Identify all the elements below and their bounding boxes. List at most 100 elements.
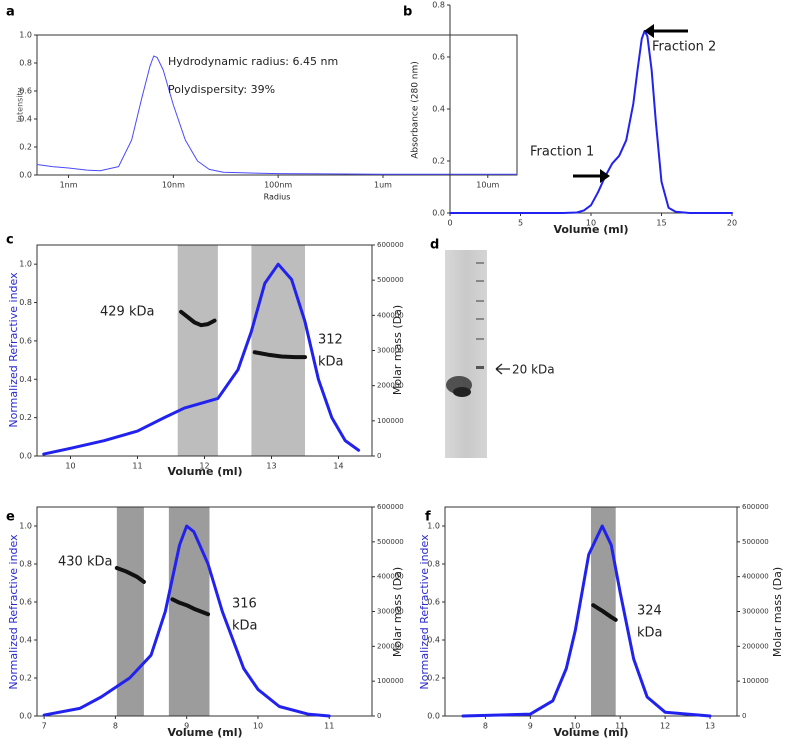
y-tick-label: 0.8 [19,560,32,569]
x-tick-label: 9 [528,722,533,731]
x-tick-label: 10 [253,722,263,731]
annotation: Polydispersity: 39% [168,83,275,96]
x-tick-label: 10nm [162,181,185,190]
x-tick-label: 10 [570,722,580,731]
y-tick-label: 1.0 [19,260,32,269]
y-tick-label: 0.0 [19,171,32,180]
y-tick-label: 0.4 [19,115,32,124]
y-tick-label: 0.0 [432,209,445,218]
annotation: kDa [637,626,663,641]
y-tick-label: 0.6 [19,87,32,96]
x-tick-label: 8 [483,722,488,731]
panel-letter: a [6,5,15,20]
y-tick-label: 0.0 [427,712,440,721]
y2-tick-label: 400000 [742,573,769,581]
shaded-range [177,245,218,456]
x-tick-label: 20 [727,219,737,228]
annotation: 316 [232,597,257,612]
y-tick-label: 0.2 [19,413,32,422]
x-tick-label: 12 [660,722,670,731]
y-tick-label: 0.6 [19,598,32,607]
y2-tick-label: 100000 [377,417,404,425]
x-tick-label: 8 [113,722,118,731]
y-axis-label: Normalized Refractive index [7,534,20,690]
y-axis-label: Absorbance (280 nm) [411,61,421,159]
annotation: 312 [318,333,343,348]
annotation: Hydrodynamic radius: 6.45 nm [168,55,338,68]
y-tick-label: 0.6 [427,598,440,607]
x-tick-label: 14 [333,462,343,471]
x-tick-label: 10 [65,462,75,471]
x-axis-label: Volume (ml) [167,465,242,478]
y2-axis-label: Molar mass (Da) [391,305,404,395]
y2-axis-label: Molar mass (Da) [771,567,784,657]
y2-tick-label: 300000 [742,608,769,616]
annotation: Fraction 1 [530,145,594,160]
annotation: kDa [232,619,258,634]
x-tick-label: 15 [656,219,666,228]
y2-tick-label: 400000 [377,573,404,581]
panel-f: f 8 9 10 11 12 13 0.0 0.2 0.4 0.6 0.8 1.0 0 100000 2000… [418,503,784,739]
annotation: 430 kDa [58,555,112,570]
x-tick-label: 13 [705,722,715,731]
y-tick-label: 0.8 [427,560,440,569]
y-tick-label: 1.0 [427,522,440,531]
x-tick-label: 9 [184,722,189,731]
data-line [449,30,733,214]
y-tick-label: 0.0 [19,712,32,721]
data-line [461,524,712,718]
y-tick-label: 0.4 [19,375,32,384]
y-tick-label: 0.2 [427,674,440,683]
y2-tick-label: 500000 [377,538,404,546]
y-axis-label: Normalized Refractive index [418,534,431,690]
x-tick-label: 11 [132,462,142,471]
y-tick-label: 0.8 [19,298,32,307]
y-tick-label: 0.2 [19,143,32,152]
gel-image: 20 kDa [445,250,555,458]
y2-axis-label: Molar mass (Da) [391,567,404,657]
x-tick-label: 1nm [60,181,78,190]
plot-frame [36,34,518,176]
annotation: kDa [318,355,344,370]
y2-tick-label: 500000 [377,276,404,284]
x-axis-label: Volume (ml) [553,726,628,739]
panel-b: b 0 5 10 15 20 0.0 0.2 0.4 0.6 0.8 Volume (ml) Absor… [403,1,737,237]
data-line [42,524,331,718]
panel-c: c 10 11 12 13 14 0.0 0.2 0.4 0.6 0.8 1.0 0 100000 2000… [6,233,404,479]
x-tick-label: 12 [199,462,209,471]
x-tick-label: 11 [324,722,334,731]
y2-tick-label: 0 [377,712,381,720]
annotation: 429 kDa [100,305,154,320]
y-tick-label: 1.0 [19,522,32,531]
y2-tick-label: 600000 [742,503,769,511]
y2-tick-label: 0 [742,712,746,720]
data-line [42,262,361,456]
x-tick-label: 10 [586,219,596,228]
arrow-head [644,24,654,38]
molar-mass-line [179,309,307,360]
shaded-range [116,507,144,716]
y2-tick-label: 100000 [742,677,769,685]
arrow-head [600,169,610,183]
y2-tick-label: 200000 [377,382,404,390]
panel-letter: b [403,5,412,20]
molar-mass-line [591,603,618,622]
y-tick-label: 0.4 [432,105,445,114]
y-tick-label: 0.2 [19,674,32,683]
y2-tick-label: 300000 [377,347,404,355]
x-tick-label: 10um [476,181,499,190]
x-axis-label: Radius [264,193,291,202]
panel-letter: c [6,233,14,248]
shaded-range [251,245,305,456]
y-tick-label: 0.0 [19,452,32,461]
y-tick-label: 0.4 [427,636,440,645]
y2-tick-label: 200000 [742,642,769,650]
panel-e: e 7 8 9 10 11 0.0 0.2 0.4 0.6 0.8 1.0 0 100000 200000 3… [6,503,404,739]
y-tick-label: 0.8 [432,1,445,10]
x-tick-label: 13 [266,462,276,471]
y2-tick-label: 0 [377,452,381,460]
y-tick-label: 0.6 [432,53,445,62]
y-tick-label: 0.4 [19,636,32,645]
data-line [36,55,518,175]
y2-tick-label: 400000 [377,311,404,319]
